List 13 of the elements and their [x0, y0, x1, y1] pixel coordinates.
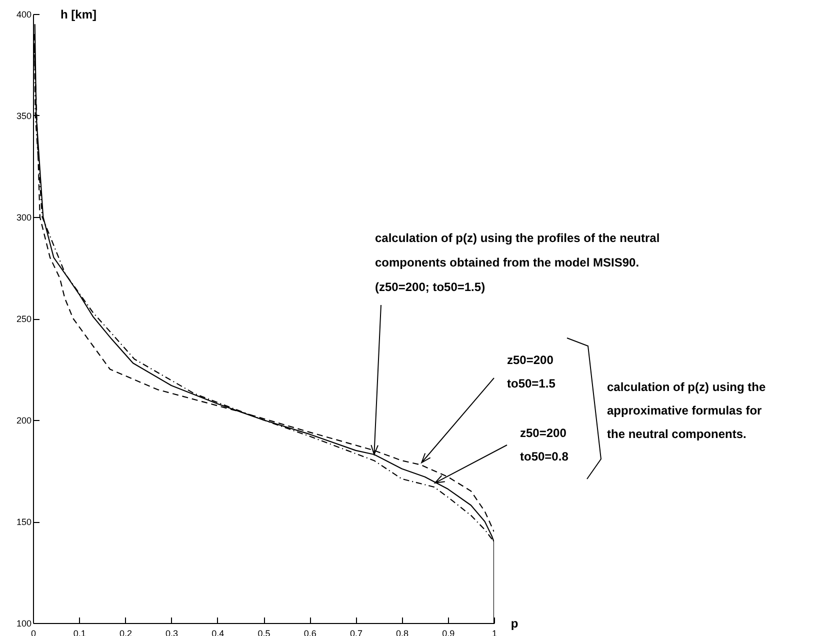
x-axis-title: p [510, 616, 518, 630]
y-tick-label: 400 [16, 10, 32, 20]
y-tick-label: 150 [16, 517, 32, 527]
y-axis-title: h [km] [60, 8, 97, 22]
annotation: z50=200 to50=0.8 [520, 426, 569, 464]
annotation: z50=200 to50=1.5 [507, 353, 556, 390]
annotation: calculation of p(z) using the profiles of the neutral components obtained from the model MSIS90. (z50=200; to50=1.5) [375, 231, 660, 294]
y-tick-label: 200 [16, 416, 32, 426]
y-tick-label: 300 [16, 212, 32, 222]
y-tick-label: 250 [16, 314, 32, 324]
y-tick-label: 350 [16, 111, 32, 121]
y-tick-label: 100 [16, 618, 32, 628]
text: calculation of p(z) using the approximative formulas for the neutral components. [607, 380, 766, 441]
